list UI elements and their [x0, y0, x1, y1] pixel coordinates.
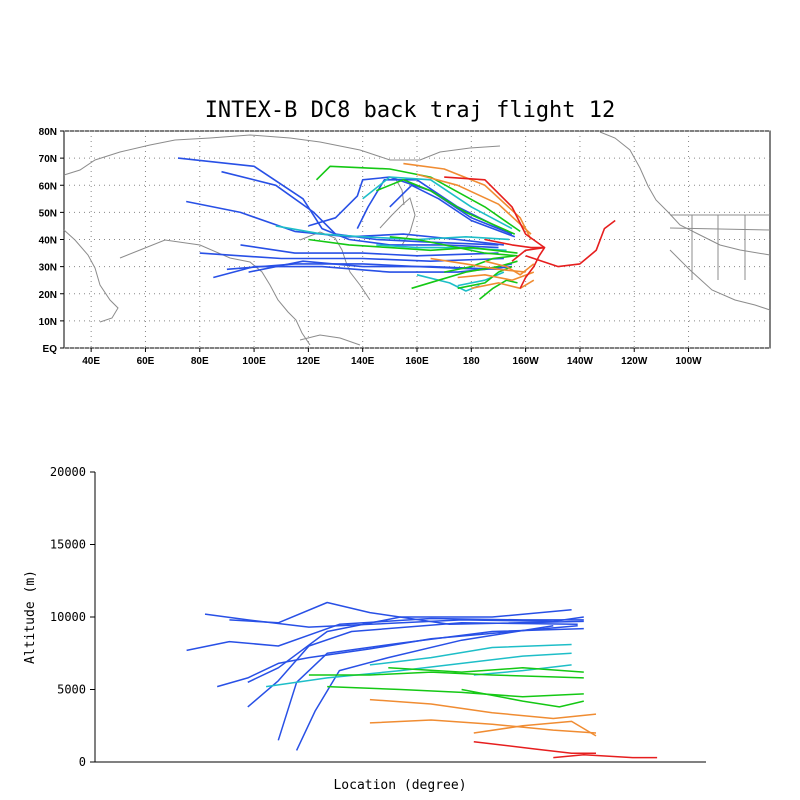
map-trajectory-blue	[308, 176, 513, 235]
altitude-trajectory-red	[473, 740, 596, 755]
map-x-tick-label: 60E	[137, 356, 155, 367]
map-trajectory-blue	[248, 260, 499, 273]
map-trajectory-blue	[389, 184, 516, 238]
altitude-y-tick-label: 10000	[50, 610, 86, 624]
map-y-tick-label: 80N	[39, 127, 57, 138]
map-y-tick-label: 70N	[39, 154, 57, 165]
map-y-tick-label: 40N	[39, 236, 57, 247]
altitude-y-tick-label: 5000	[57, 683, 86, 697]
map-trajectory-red	[511, 246, 546, 262]
map-x-tick-label: 140W	[567, 356, 594, 367]
map-x-tick-label: 140E	[351, 356, 375, 367]
map-trajectory-blue	[356, 179, 513, 235]
altitude-trajectory-blue	[247, 609, 572, 683]
map-trajectory-green	[478, 279, 518, 300]
map-x-ticks: 40E 60E 80E 100E 120E 140E 160E 180 160W 140W 120W…	[82, 348, 702, 367]
altitude-trajectory-blue	[247, 622, 578, 708]
map-y-ticks: EQ 10N 20N 30N 40N 50N 60N 70N 80N	[39, 127, 64, 355]
map-trajectories	[177, 157, 616, 300]
altitude-trajectories	[186, 601, 658, 759]
map-trajectory-orange	[471, 279, 535, 290]
altitude-trajectory-green	[327, 685, 584, 698]
map-title: INTEX-B DC8 back traj flight 12	[205, 98, 616, 123]
altitude-trajectory-orange	[369, 698, 597, 720]
map-x-tick-label: 120E	[297, 356, 321, 367]
map-trajectory-green	[444, 255, 515, 273]
altitude-trajectory-orange	[369, 719, 597, 734]
coastline-map	[63, 131, 771, 346]
altitude-trajectory-red	[553, 754, 658, 759]
map-x-tick-label: 180	[463, 356, 480, 367]
altitude-trajectory-cyan	[473, 664, 572, 676]
map-y-tick-label: 30N	[39, 263, 57, 274]
map-trajectory-green	[389, 236, 518, 257]
map-y-tick-label: 20N	[39, 290, 57, 301]
map-x-tick-label: 120W	[621, 356, 648, 367]
altitude-trajectory-cyan	[265, 652, 572, 688]
altitude-x-label: Location (degree)	[333, 778, 466, 793]
map-x-tick-label: 160W	[513, 356, 540, 367]
map-plot-area: 40E 60E 80E 100E 120E 140E 160E 180 160W 140W 120W…	[39, 127, 771, 367]
altitude-trajectory-cyan	[369, 643, 572, 666]
altitude-y-label: Altitude (m)	[23, 570, 38, 664]
map-x-tick-label: 100E	[242, 356, 266, 367]
map-trajectory-blue	[240, 244, 499, 257]
altitude-trajectory-green	[308, 671, 584, 679]
altitude-y-tick-label: 20000	[50, 465, 86, 479]
map-x-tick-label: 100W	[675, 356, 702, 367]
map-x-tick-label: 160E	[405, 356, 429, 367]
altitude-plot-area: 0 5000 10000 15000 20000 Location (degree) A…	[23, 465, 706, 793]
altitude-trajectory-blue	[295, 624, 554, 751]
altitude-y-tick-label: 0	[79, 755, 86, 769]
altitude-trajectory-green	[461, 688, 584, 708]
map-trajectory-green	[315, 165, 521, 233]
map-y-tick-label: 60N	[39, 181, 57, 192]
map-trajectory-orange	[484, 260, 535, 276]
map-trajectory-blue	[199, 252, 504, 262]
map-trajectory-orange	[457, 271, 535, 281]
altitude-trajectory-blue	[277, 627, 584, 741]
map-grid	[64, 130, 770, 349]
map-trajectory-red	[525, 219, 616, 268]
map-trajectory-cyan	[275, 225, 510, 241]
map-trajectory-orange	[416, 173, 532, 235]
map-trajectory-green	[376, 179, 516, 235]
map-trajectory-green	[308, 238, 518, 254]
map-x-tick-label: 80E	[191, 356, 209, 367]
map-y-tick-label: 10N	[39, 317, 57, 328]
altitude-y-ticks: 0 5000 10000 15000 20000	[50, 465, 95, 769]
map-trajectory-cyan	[362, 176, 513, 230]
altitude-trajectory-orange	[473, 720, 597, 737]
altitude-trajectory-blue	[186, 617, 584, 652]
map-trajectory-red	[519, 255, 540, 289]
map-trajectory-cyan	[457, 271, 505, 287]
map-trajectory-red	[484, 238, 545, 249]
map-x-tick-label: 40E	[82, 356, 100, 367]
map-y-tick-label: EQ	[43, 344, 58, 355]
map-trajectory-blue	[186, 200, 504, 246]
altitude-trajectory-green	[388, 667, 584, 673]
map-trajectory-orange	[403, 162, 532, 240]
map-trajectory-red	[444, 176, 546, 249]
map-trajectory-green	[411, 260, 518, 290]
map-y-tick-label: 50N	[39, 208, 57, 219]
altitude-y-tick-label: 15000	[50, 538, 86, 552]
altitude-trajectory-blue	[216, 624, 578, 688]
altitude-trajectory-blue	[229, 601, 584, 626]
